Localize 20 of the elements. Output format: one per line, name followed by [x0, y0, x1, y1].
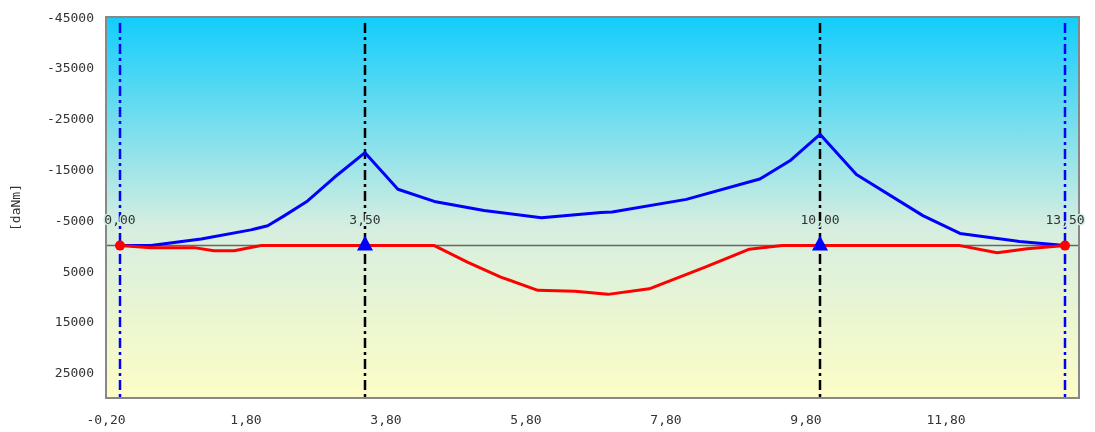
y-tick-label: 25000 [54, 365, 94, 381]
y-tick-label: -15000 [47, 161, 94, 177]
x-tick-label: 3,80 [370, 412, 402, 427]
ref-line-label: 0,00 [104, 211, 136, 227]
y-tick-label: -25000 [47, 111, 94, 127]
ref-line-label: 13,50 [1045, 211, 1085, 227]
y-tick-label: -45000 [47, 9, 94, 25]
x-tick-label: -0,20 [86, 412, 126, 427]
y-tick-label: -35000 [47, 60, 94, 76]
x-tick-label: 11,80 [926, 412, 966, 427]
x-tick-label: 7,80 [650, 412, 682, 427]
y-axis-title: [daNm] [8, 184, 23, 231]
ref-line-label: 10,00 [800, 211, 840, 227]
y-tick-label: -5000 [54, 212, 94, 228]
x-tick-label: 1,80 [230, 412, 262, 427]
y-tick-label: 5000 [62, 263, 94, 279]
ref-line-label: 3,50 [349, 211, 381, 227]
x-tick-label: 5,80 [510, 412, 542, 427]
x-tick-label: 9,80 [790, 412, 822, 427]
y-tick-label: 15000 [54, 314, 94, 330]
